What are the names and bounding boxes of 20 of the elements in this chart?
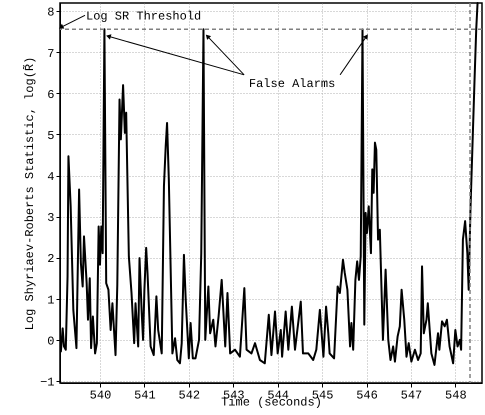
y-tick-label: 8	[47, 6, 54, 20]
annotation: False Alarms	[248, 76, 336, 91]
x-tick-label: 547	[400, 388, 422, 402]
y-tick-label: 0	[47, 334, 54, 348]
x-tick-label: 542	[178, 388, 200, 402]
y-tick-label: 7	[47, 46, 54, 61]
y-tick-label: 5	[47, 128, 54, 143]
y-tick-label: 2	[47, 252, 54, 266]
x-tick-label: 548	[445, 388, 467, 402]
y-tick-label: 3	[47, 211, 54, 226]
y-tick-label: 6	[47, 88, 54, 102]
y-tick-label: 1	[47, 293, 54, 308]
x-tick-label: 541	[134, 388, 156, 402]
x-axis-title: Time (seconds)	[221, 396, 322, 410]
y-tick-label: −1	[40, 375, 54, 390]
y-tick-label: 4	[47, 170, 54, 184]
ref-line-label: Log SR Threshold	[86, 9, 202, 24]
x-tick-label: 540	[90, 388, 112, 402]
y-axis-title: Log Shyriaev-Roberts Statistic, log(R̃)	[22, 56, 38, 330]
x-tick-label: 546	[356, 388, 378, 402]
